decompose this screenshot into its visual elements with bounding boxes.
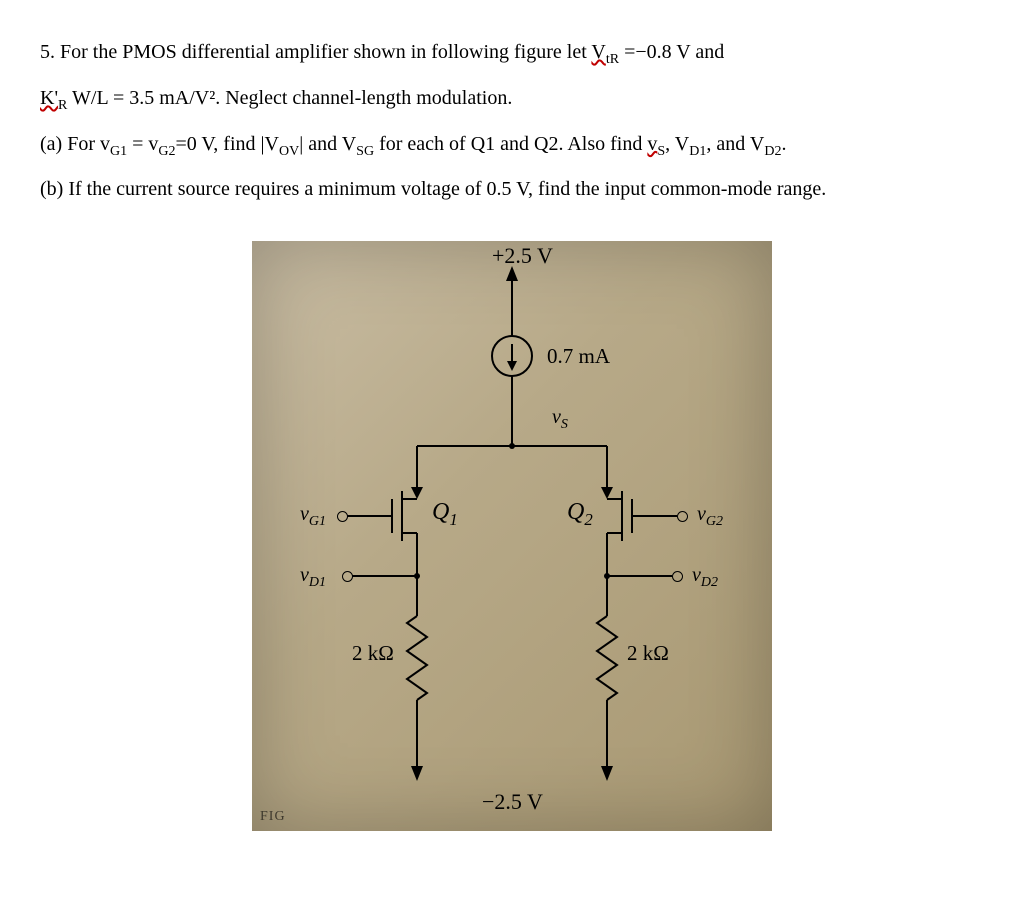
r2-label: 2 kΩ <box>627 641 669 666</box>
vs-squiggle: vS <box>647 133 665 155</box>
vd1-label: vD1 <box>300 564 326 591</box>
vd2-label: vD2 <box>692 564 718 591</box>
vs-label: vS <box>552 406 568 433</box>
line2-rest: W/L = 3.5 mA/V². Neglect channel-length … <box>67 87 512 109</box>
line-2: K'R W/L = 3.5 mA/V². Neglect channel-len… <box>40 76 984 122</box>
r1-label: 2 kΩ <box>352 641 394 666</box>
line1-prefix: 5. For the PMOS differential amplifier s… <box>40 41 591 63</box>
line-1: 5. For the PMOS differential amplifier s… <box>40 30 984 76</box>
vg2-label: vG2 <box>697 503 723 530</box>
bottom-rail-label: −2.5 V <box>482 789 543 815</box>
circuit-svg <box>252 241 772 831</box>
current-label: 0.7 mA <box>547 344 610 369</box>
line1-suffix: =−0.8 V and <box>619 41 724 63</box>
fig-corner-label: FIG <box>260 809 286 825</box>
kprime: K'R <box>40 87 67 109</box>
problem-statement: 5. For the PMOS differential amplifier s… <box>40 30 984 211</box>
q2-label: Q2 <box>567 499 593 530</box>
q1-label: Q1 <box>432 499 458 530</box>
line-4-part-b: (b) If the current source requires a min… <box>40 167 984 211</box>
line-3-part-a: (a) For vG1 = vG2=0 V, find |VOV| and VS… <box>40 122 984 168</box>
vg1-label: vG1 <box>300 503 326 530</box>
circuit-figure: +2.5 V 0.7 mA vS Q1 Q2 vG1 vG2 vD1 <box>252 241 772 831</box>
vtr: VtR <box>591 41 619 63</box>
top-rail-label: +2.5 V <box>492 243 553 269</box>
